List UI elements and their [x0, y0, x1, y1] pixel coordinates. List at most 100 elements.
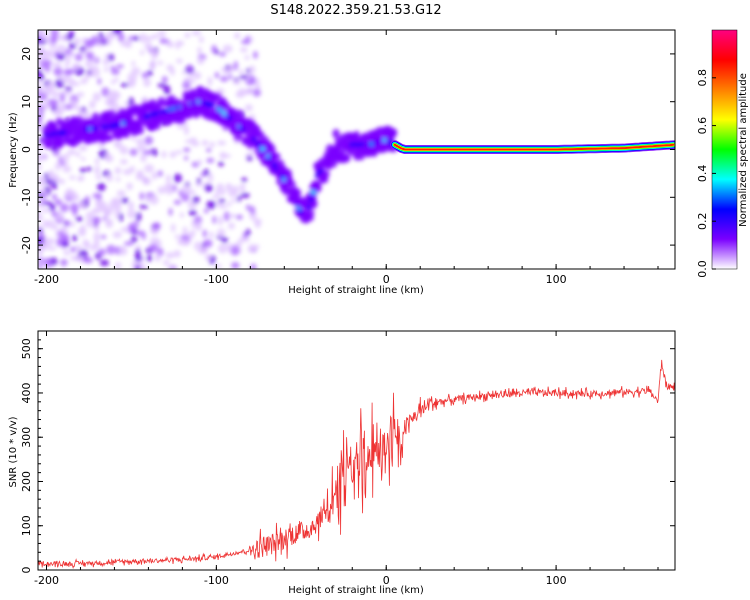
heatmap-noise-blob — [76, 91, 85, 98]
heatmap-noise-blob — [130, 236, 138, 243]
heatmap-noise-blob — [80, 224, 86, 235]
heatmap-noise-blob — [214, 49, 219, 55]
heatmap-noise-blob — [147, 69, 153, 77]
heatmap-noise-blob — [95, 42, 104, 47]
heatmap-noise-blob — [88, 100, 96, 110]
heatmap-noise-blob — [157, 83, 167, 88]
heatmap-noise-blob — [240, 39, 249, 45]
heatmap-noise-blob — [95, 157, 100, 166]
heatmap-noise-blob — [202, 229, 208, 238]
heatmap-noise-blob — [141, 97, 149, 103]
heatmap-noise-blob — [207, 76, 213, 87]
heatmap-noise-blob — [236, 195, 241, 203]
heatmap-noise-blob — [114, 166, 122, 175]
heatmap-noise-blob — [170, 67, 175, 76]
figure-title: S148.2022.359.21.53.G12 — [270, 3, 441, 18]
heatmap-noise-blob — [157, 170, 163, 177]
heatmap-noise-blob — [139, 204, 149, 209]
heatmap-noise-blob — [112, 231, 123, 239]
heatmap-noise-blob — [67, 149, 77, 156]
heatmap-noise-blob — [59, 203, 69, 213]
heatmap-noise-blob — [197, 57, 205, 65]
heatmap-noise-blob — [126, 209, 137, 219]
heatmap-noise-blob — [255, 84, 261, 89]
heatmap-noise-blob — [182, 226, 188, 236]
heatmap-noise-blob — [50, 35, 58, 42]
heatmap-noise-blob — [38, 61, 43, 66]
heatmap-noise-blob — [219, 204, 227, 210]
heatmap-noise-blob — [117, 32, 125, 42]
heatmap-noise-blob — [127, 201, 135, 211]
heatmap-noise-blob — [118, 212, 124, 222]
heatmap-noise-blob — [38, 79, 43, 85]
heatmap-noise-blob — [105, 31, 116, 38]
snr-y-tick-label: 100 — [20, 515, 33, 536]
heatmap-noise-blob — [247, 244, 256, 253]
heatmap-noise-blob — [64, 86, 73, 91]
heatmap-noise-blob — [76, 151, 81, 158]
heatmap-noise-blob — [114, 261, 122, 269]
heatmap-noise-blobs — [38, 30, 262, 269]
heatmap-x-tick-label: -100 — [204, 273, 229, 286]
heatmap-noise-blob — [223, 69, 230, 75]
heatmap-noise-blob — [214, 71, 220, 79]
heatmap-noise-blob — [174, 234, 181, 239]
heatmap-noise-blob — [249, 65, 256, 74]
heatmap-noise-blob — [144, 135, 154, 145]
heatmap-noise-blob — [50, 30, 59, 37]
heatmap-noise-blob — [54, 177, 61, 182]
heatmap-ridge-blob — [295, 189, 302, 196]
heatmap-x-tick-label: 100 — [546, 273, 567, 286]
heatmap-noise-blob — [84, 71, 90, 81]
heatmap-ridge-blob — [390, 128, 398, 137]
colorbar-tick-label: 0.0 — [696, 260, 709, 278]
heatmap-noise-blob — [175, 58, 183, 64]
heatmap-noise-blob — [71, 196, 78, 202]
heatmap-noise-blob — [106, 244, 116, 255]
heatmap-x-axis-title: Height of straight line (km) — [288, 285, 424, 296]
heatmap-noise-blob — [205, 147, 212, 153]
snr-series-line — [38, 359, 675, 569]
heatmap-noise-blob — [59, 102, 67, 112]
heatmap-noise-blob — [38, 88, 48, 94]
heatmap-noise-blob — [89, 65, 99, 71]
heatmap-noise-blob — [239, 74, 249, 80]
heatmap-noise-blob — [184, 125, 189, 136]
heatmap-ridge-blob — [167, 98, 175, 109]
heatmap-noise-blob — [140, 263, 147, 269]
heatmap-noise-blob — [97, 77, 102, 85]
heatmap-noise-blob — [119, 158, 128, 165]
heatmap-noise-blob — [181, 70, 187, 75]
heatmap-x-tick-label: -200 — [34, 273, 59, 286]
snr-y-tick-label: 500 — [20, 338, 33, 359]
heatmap-noise-blob — [186, 64, 193, 71]
heatmap-noise-blob — [187, 79, 196, 84]
heatmap-noise-blob — [110, 102, 120, 108]
heatmap-noise-blob — [225, 184, 233, 193]
heatmap-noise-blob — [51, 211, 58, 217]
heatmap-noise-blob — [141, 72, 149, 79]
heatmap-noise-blob — [110, 197, 121, 203]
heatmap-noise-blob — [191, 30, 202, 36]
heatmap-noise-blob — [206, 200, 216, 210]
colorbar-tick-label: 0.2 — [696, 212, 709, 230]
heatmap-noise-blob — [104, 97, 110, 106]
heatmap-noise-blob — [64, 103, 73, 110]
heatmap-noise-blob — [104, 152, 111, 162]
heatmap-ridge-blob — [260, 147, 265, 151]
heatmap-noise-blob — [38, 224, 42, 230]
snr-y-tick-label: 300 — [20, 427, 33, 448]
heatmap-noise-blob — [181, 184, 192, 194]
snr-x-tick-label: -100 — [204, 574, 229, 587]
heatmap-noise-blob — [110, 79, 116, 85]
heatmap-noise-blob — [120, 227, 130, 233]
heatmap-noise-blob — [75, 216, 83, 222]
heatmap-ridge-blob — [212, 92, 222, 102]
heatmap-noise-blob — [170, 223, 176, 233]
heatmap-noise-blob — [45, 59, 52, 66]
heatmap-noise-blob — [77, 175, 85, 181]
heatmap-noise-blob — [245, 80, 255, 86]
heatmap-noise-blob — [196, 221, 202, 230]
